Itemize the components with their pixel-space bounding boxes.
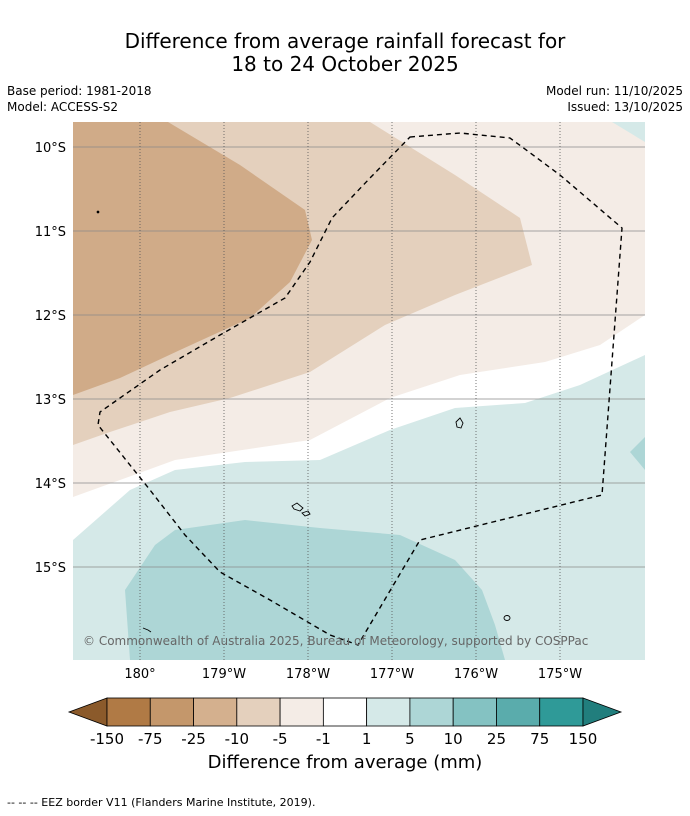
colorbar-swatch [409,697,454,727]
lat-labels: 10°S 11°S 12°S 13°S 14°S 15°S [35,141,66,576]
colorbar-swatch [539,697,584,727]
lon-labels: 180° 179°W 178°W 177°W 176°W 175°W [124,667,582,682]
model-run: Model run: 11/10/2025 [545,84,683,98]
colorbar-tick-label: 5 [405,730,415,748]
colorbar-arrow-low [67,697,108,727]
contour-plus5-south [125,520,505,660]
model-name: Model: ACCESS-S2 [7,100,119,114]
lat-label: 11°S [35,225,66,240]
lon-label: 176°W [454,667,498,682]
colorbar-tick-label: -1 [316,730,331,748]
lon-label: 175°W [538,667,582,682]
island-central-small [301,510,311,517]
title-line-1: Difference from average rainfall forecas… [124,29,566,53]
graticule [73,122,645,660]
colorbar-swatch [236,697,281,727]
eez-border [97,132,623,646]
island-southwest [142,627,152,633]
colorbar-swatch [149,697,194,727]
colorbar-swatch [496,697,541,727]
copyright-note: © Commonwealth of Australia 2025, Bureau… [83,634,588,648]
colorbar-tick-label: -150 [90,730,124,748]
meta-left: Base period: 1981-2018 Model: ACCESS-S2 [7,83,152,115]
islands [96,210,511,633]
island-southeast [503,615,511,621]
forecast-map: © Commonwealth of Australia 2025, Bureau… [35,122,645,748]
colorbar-swatch [366,697,411,727]
island-central [291,502,304,512]
colorbar-tick-label: -10 [225,730,250,748]
colorbar-tick-label: 1 [362,730,372,748]
chart-title: Difference from average rainfall forecas… [0,30,690,76]
colorbar-tick-label: 150 [569,730,598,748]
lon-label: 179°W [202,667,246,682]
colorbar-tick-label: 25 [487,730,506,748]
map-fill-layers [73,122,645,660]
colorbar-swatch [106,697,151,727]
contour-plus5-east [630,437,645,470]
lat-label: 12°S [35,309,66,324]
colorbar: -150 -75 -25 -10 -5 -1 1 5 10 25 75 150 [67,697,623,748]
colorbar-swatch [279,697,324,727]
colorbar-tick-label: -25 [181,730,206,748]
title-line-2: 18 to 24 October 2025 [231,52,459,76]
island-northwest [96,210,100,214]
meta-right: Model run: 11/10/2025 Issued: 13/10/2025 [546,83,683,115]
contour-plus1-northeast [612,122,645,142]
contour-minus10 [73,122,312,395]
colorbar-tick-label: 10 [444,730,463,748]
lon-label: 180° [124,667,155,682]
colorbar-arrow-high [582,697,623,727]
colorbar-swatch [193,697,238,727]
eez-legend-note: -- -- -- EEZ border V11 (Flanders Marine… [7,796,316,809]
colorbar-swatch [322,697,368,727]
lat-label: 13°S [35,393,66,408]
lon-label: 178°W [286,667,330,682]
issued-date: Issued: 13/10/2025 [567,100,683,114]
base-period: Base period: 1981-2018 [7,84,152,98]
colorbar-tick-label: -75 [138,730,163,748]
colorbar-tick-label: -5 [273,730,288,748]
colorbar-swatch [452,697,497,727]
lat-label: 14°S [35,477,66,492]
lat-label: 15°S [35,561,66,576]
colorbar-title: Difference from average (mm) [207,752,483,773]
lon-label: 177°W [370,667,414,682]
island-north [455,417,464,429]
lat-label: 10°S [35,141,66,156]
colorbar-tick-label: 75 [530,730,549,748]
